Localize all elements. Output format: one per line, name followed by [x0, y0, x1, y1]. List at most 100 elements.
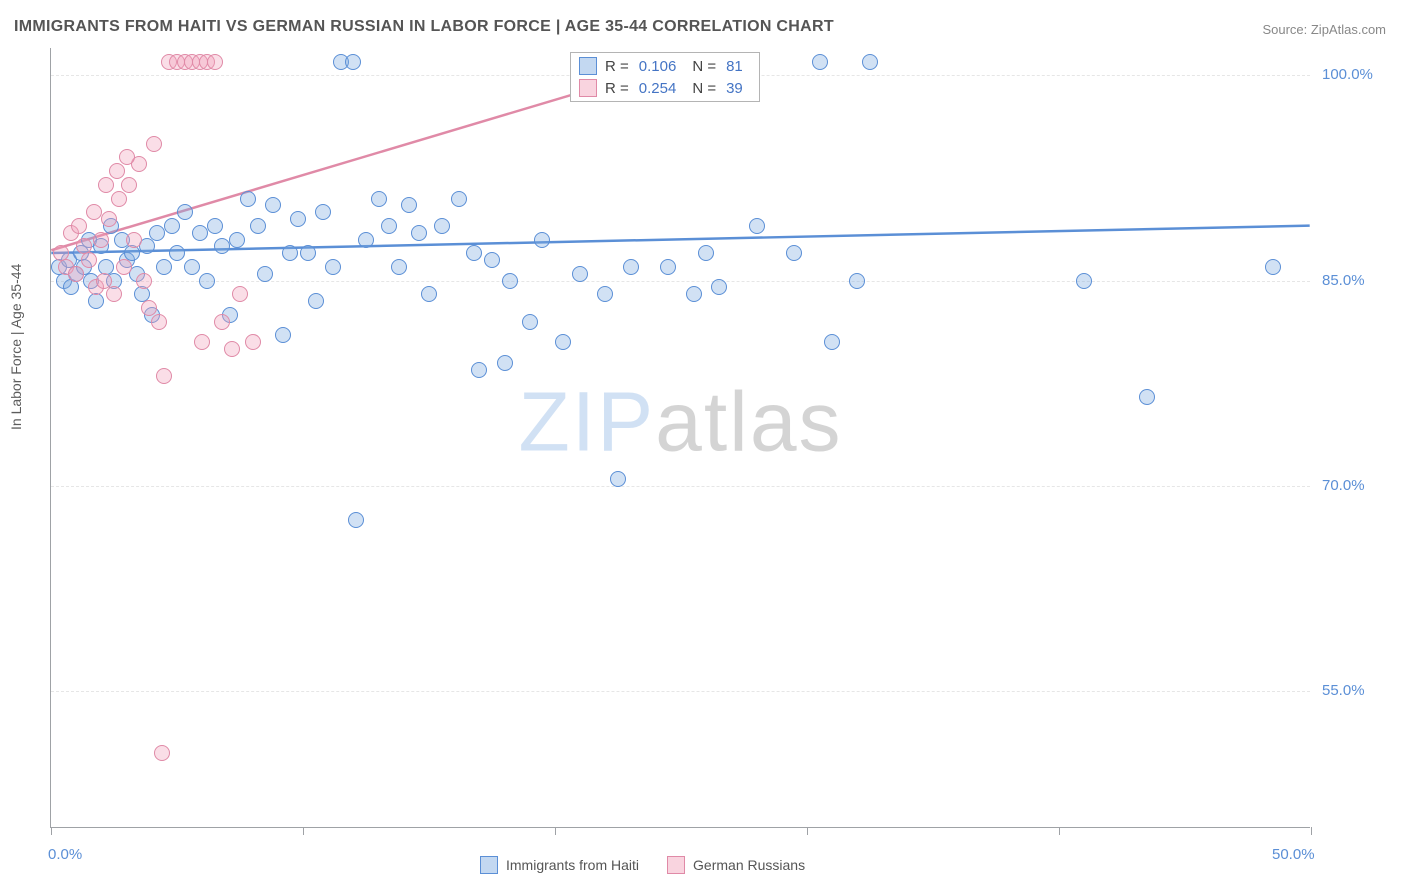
- trend-lines: [51, 48, 1310, 827]
- data-point-haiti: [214, 238, 230, 254]
- data-point-german_russian: [119, 149, 135, 165]
- r-value-haiti: 0.106: [639, 58, 677, 75]
- data-point-haiti: [451, 191, 467, 207]
- swatch-blue: [579, 57, 597, 75]
- data-point-haiti: [411, 225, 427, 241]
- data-point-german_russian: [224, 341, 240, 357]
- data-point-german_russian: [151, 314, 167, 330]
- n-value-german: 39: [726, 80, 743, 97]
- data-point-haiti: [786, 245, 802, 261]
- data-point-haiti: [345, 54, 361, 70]
- n-value-haiti: 81: [726, 58, 743, 75]
- correlation-legend: R = 0.106 N = 81 R = 0.254 N = 39: [570, 52, 760, 102]
- data-point-haiti: [401, 197, 417, 213]
- data-point-german_russian: [86, 204, 102, 220]
- data-point-german_russian: [81, 252, 97, 268]
- data-point-haiti: [824, 334, 840, 350]
- data-point-haiti: [240, 191, 256, 207]
- data-point-haiti: [300, 245, 316, 261]
- data-point-german_russian: [101, 211, 117, 227]
- data-point-german_russian: [126, 232, 142, 248]
- y-tick-label: 70.0%: [1322, 477, 1365, 494]
- swatch-blue: [480, 856, 498, 874]
- data-point-haiti: [610, 471, 626, 487]
- data-point-haiti: [698, 245, 714, 261]
- data-point-haiti: [466, 245, 482, 261]
- watermark: ZIPatlas: [518, 373, 842, 470]
- data-point-german_russian: [207, 54, 223, 70]
- legend-label-german: German Russians: [693, 857, 805, 873]
- data-point-haiti: [275, 327, 291, 343]
- n-label: N =: [692, 80, 716, 97]
- data-point-haiti: [250, 218, 266, 234]
- data-point-german_russian: [106, 286, 122, 302]
- data-point-german_russian: [93, 232, 109, 248]
- data-point-haiti: [391, 259, 407, 275]
- r-value-german: 0.254: [639, 80, 677, 97]
- data-point-haiti: [229, 232, 245, 248]
- data-point-haiti: [849, 273, 865, 289]
- data-point-german_russian: [194, 334, 210, 350]
- data-point-haiti: [282, 245, 298, 261]
- gridline: [51, 281, 1310, 282]
- data-point-german_russian: [154, 745, 170, 761]
- data-point-haiti: [660, 259, 676, 275]
- watermark-zip: ZIP: [518, 374, 655, 468]
- data-point-haiti: [177, 204, 193, 220]
- data-point-haiti: [572, 266, 588, 282]
- data-point-german_russian: [156, 368, 172, 384]
- data-point-haiti: [325, 259, 341, 275]
- data-point-haiti: [63, 279, 79, 295]
- data-point-haiti: [308, 293, 324, 309]
- data-point-german_russian: [109, 163, 125, 179]
- data-point-haiti: [149, 225, 165, 241]
- data-point-german_russian: [136, 273, 152, 289]
- gridline: [51, 486, 1310, 487]
- data-point-german_russian: [214, 314, 230, 330]
- swatch-pink: [667, 856, 685, 874]
- data-point-german_russian: [116, 259, 132, 275]
- x-tick: [555, 827, 556, 835]
- data-point-german_russian: [68, 266, 84, 282]
- data-point-haiti: [421, 286, 437, 302]
- series-legend: Immigrants from Haiti German Russians: [480, 856, 805, 874]
- data-point-haiti: [597, 286, 613, 302]
- data-point-haiti: [686, 286, 702, 302]
- data-point-german_russian: [71, 218, 87, 234]
- data-point-haiti: [207, 218, 223, 234]
- x-tick-label: 0.0%: [48, 846, 82, 863]
- data-point-haiti: [156, 259, 172, 275]
- data-point-haiti: [534, 232, 550, 248]
- data-point-haiti: [484, 252, 500, 268]
- data-point-haiti: [164, 218, 180, 234]
- data-point-german_russian: [121, 177, 137, 193]
- data-point-haiti: [88, 293, 104, 309]
- data-point-haiti: [812, 54, 828, 70]
- y-tick-label: 85.0%: [1322, 272, 1365, 289]
- data-point-german_russian: [146, 136, 162, 152]
- data-point-haiti: [381, 218, 397, 234]
- data-point-haiti: [434, 218, 450, 234]
- data-point-haiti: [1265, 259, 1281, 275]
- legend-item-haiti: Immigrants from Haiti: [480, 856, 639, 874]
- legend-label-haiti: Immigrants from Haiti: [506, 857, 639, 873]
- data-point-haiti: [1076, 273, 1092, 289]
- data-point-haiti: [192, 225, 208, 241]
- n-label: N =: [692, 58, 716, 75]
- data-point-haiti: [257, 266, 273, 282]
- x-tick: [51, 827, 52, 835]
- data-point-haiti: [290, 211, 306, 227]
- data-point-haiti: [862, 54, 878, 70]
- x-tick: [1311, 827, 1312, 835]
- x-tick: [807, 827, 808, 835]
- source-label: Source: ZipAtlas.com: [1262, 22, 1386, 37]
- data-point-haiti: [358, 232, 374, 248]
- data-point-haiti: [371, 191, 387, 207]
- y-tick-label: 55.0%: [1322, 682, 1365, 699]
- data-point-haiti: [623, 259, 639, 275]
- legend-row-haiti: R = 0.106 N = 81: [575, 55, 755, 77]
- r-label: R =: [605, 58, 629, 75]
- y-axis-label: In Labor Force | Age 35-44: [8, 264, 24, 430]
- plot-area: ZIPatlas: [50, 48, 1310, 828]
- data-point-haiti: [199, 273, 215, 289]
